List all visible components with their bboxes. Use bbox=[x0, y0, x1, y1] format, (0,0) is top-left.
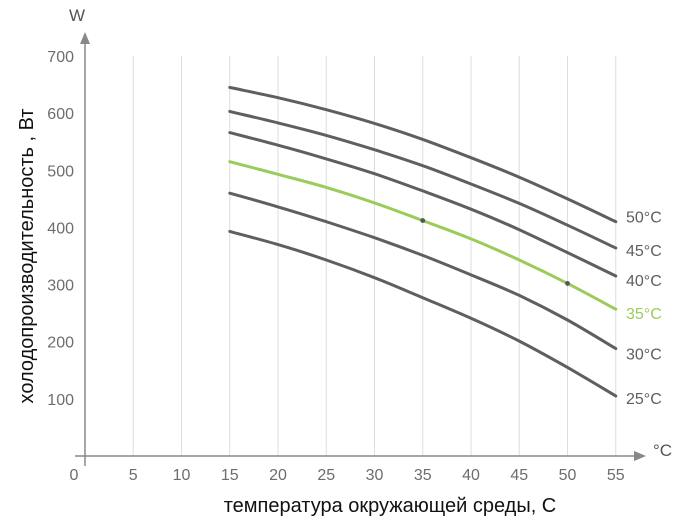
y-tick-labels: 100 200 300 400 500 600 700 bbox=[47, 49, 74, 409]
x-tick-label: 40 bbox=[462, 467, 480, 484]
x-tick-label: 30 bbox=[366, 467, 384, 484]
y-tick-label: 700 bbox=[47, 49, 74, 66]
series-line bbox=[228, 85, 618, 224]
x-tick-label: 25 bbox=[317, 467, 335, 484]
y-unit-label: W bbox=[69, 6, 85, 25]
x-tick-label: 15 bbox=[221, 467, 239, 484]
series-label: 45°C bbox=[626, 243, 662, 260]
y-axis-label: холодопроизводительность , Вт bbox=[16, 109, 38, 404]
series-lines bbox=[228, 85, 618, 398]
x-tick-label: 0 bbox=[70, 467, 79, 484]
x-tick-label: 55 bbox=[607, 467, 625, 484]
x-unit-label: °C bbox=[653, 441, 672, 460]
x-axis-arrow bbox=[634, 451, 646, 461]
series-line bbox=[228, 229, 618, 398]
series-labels: 50°C 45°C 40°C 35°C 30°C 25°C bbox=[626, 210, 662, 408]
x-tick-label: 5 bbox=[129, 467, 138, 484]
series-label: 50°C bbox=[626, 210, 662, 227]
series-line bbox=[228, 109, 618, 250]
series-line bbox=[228, 191, 618, 351]
x-tick-label: 35 bbox=[414, 467, 432, 484]
x-axis-label: температура окружающей среды, С bbox=[224, 495, 557, 517]
data-point-marker bbox=[420, 218, 426, 223]
grid-lines bbox=[132, 56, 617, 456]
y-tick-label: 100 bbox=[47, 392, 74, 409]
data-point-marker bbox=[565, 281, 570, 286]
series-label: 30°C bbox=[626, 347, 662, 364]
x-tick-label: 20 bbox=[269, 467, 287, 484]
y-tick-label: 300 bbox=[47, 278, 74, 295]
x-tick-label: 50 bbox=[559, 467, 577, 484]
series-label: 35°C bbox=[626, 306, 662, 323]
x-tick-label: 10 bbox=[173, 467, 191, 484]
series-label: 25°C bbox=[626, 391, 662, 408]
y-tick-label: 500 bbox=[47, 163, 74, 180]
series-label: 40°C bbox=[626, 273, 662, 290]
series-line bbox=[228, 131, 618, 278]
axes bbox=[75, 32, 646, 466]
y-tick-label: 600 bbox=[47, 106, 74, 123]
y-axis-arrow bbox=[80, 32, 90, 44]
x-tick-labels: 0 5 10 15 20 25 30 35 40 45 50 55 bbox=[70, 467, 625, 484]
y-tick-label: 400 bbox=[47, 220, 74, 237]
x-tick-label: 45 bbox=[510, 467, 528, 484]
y-tick-label: 200 bbox=[47, 335, 74, 352]
